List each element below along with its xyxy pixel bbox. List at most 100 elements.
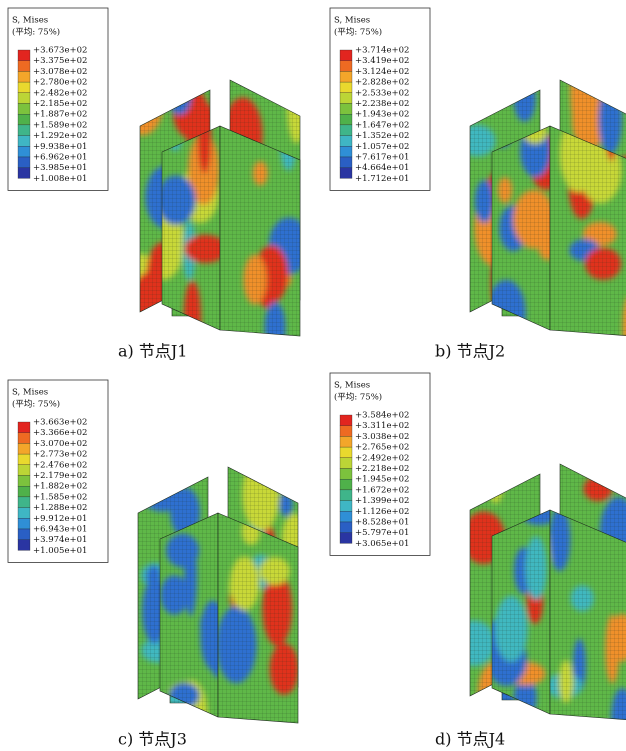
mesh — [550, 126, 626, 336]
caption: a) 节点J1 — [118, 342, 187, 361]
legend-swatch — [17, 443, 31, 455]
legend-swatch — [17, 486, 31, 498]
legend-label: +4.664e+01 — [355, 163, 409, 173]
legend-swatch — [339, 511, 353, 523]
legend-swatch — [339, 457, 353, 469]
face-edge — [217, 512, 299, 724]
legend-label: +3.663e+02 — [33, 418, 87, 428]
legend-label: +3.714e+02 — [355, 46, 409, 56]
legend-label: +6.943e+01 — [33, 525, 87, 535]
face — [550, 126, 626, 336]
legend-swatch — [17, 49, 31, 61]
panel: S, Mises(平均: 75%)+3.584e+02+3.311e+02+3.… — [329, 372, 626, 749]
legend-label: +3.038e+02 — [355, 432, 409, 442]
mesh — [162, 126, 220, 330]
panel: S, Mises(平均: 75%) +3.714e+02+3.419e+02+3.… — [329, 7, 626, 361]
legend-label: +1.945e+02 — [355, 475, 409, 485]
legend-swatch — [17, 146, 31, 158]
legend-label: +1.647e+02 — [355, 120, 409, 130]
legend-label: +2.780e+02 — [33, 78, 87, 88]
legend-swatch — [17, 539, 31, 551]
legend-swatch — [339, 124, 353, 136]
legend-label: +1.005e+01 — [33, 546, 87, 556]
legend-swatch — [17, 71, 31, 83]
legend-swatch — [17, 156, 31, 168]
legend-swatch — [339, 146, 353, 158]
legend-label: +1.887e+02 — [33, 110, 87, 120]
legend-label: +2.476e+02 — [33, 460, 87, 470]
face — [220, 126, 300, 336]
contour-plot — [469, 463, 626, 721]
legend-title: S, Mises — [12, 388, 48, 398]
legend-swatch — [339, 489, 353, 501]
legend-label: +1.126e+02 — [355, 507, 409, 517]
mesh — [492, 510, 550, 714]
legend-label: +1.672e+02 — [355, 485, 409, 495]
face-edge — [219, 125, 301, 337]
legend-swatch — [17, 507, 31, 519]
mesh — [550, 510, 626, 720]
legend-label: +3.974e+01 — [33, 535, 87, 545]
legend-label: +3.584e+02 — [355, 411, 409, 421]
face — [160, 513, 218, 717]
legend-label: +2.533e+02 — [355, 88, 409, 98]
legend-swatch — [17, 114, 31, 126]
legend-label: +1.585e+02 — [33, 492, 87, 502]
legend-swatch — [339, 114, 353, 126]
legend-label: +1.352e+02 — [355, 131, 409, 141]
face — [492, 126, 550, 330]
legend-swatch — [17, 432, 31, 444]
legend-label: +9.912e+01 — [33, 514, 87, 524]
legend-label: +2.828e+02 — [355, 78, 409, 88]
legend-label: +2.765e+02 — [355, 443, 409, 453]
legend-swatch — [17, 135, 31, 147]
face — [550, 510, 626, 720]
legend-label: +3.419e+02 — [355, 56, 409, 66]
legend-swatch — [17, 475, 31, 487]
legend-swatch — [17, 518, 31, 530]
legend-label: +3.375e+02 — [33, 56, 87, 66]
caption: c) 节点J3 — [118, 730, 187, 749]
legend-label: +1.292e+02 — [33, 131, 87, 141]
legend-swatch — [339, 156, 353, 168]
legend-swatch — [17, 528, 31, 540]
legend-swatch — [339, 92, 353, 104]
legend-swatch — [339, 521, 353, 533]
legend-label: +1.399e+02 — [355, 496, 409, 506]
face-edge — [549, 509, 626, 721]
legend-swatch — [339, 60, 353, 72]
legend-subtitle: (平均: 75%) — [12, 27, 60, 38]
caption: b) 节点J2 — [435, 342, 505, 361]
legend-label: +9.938e+01 — [33, 142, 87, 152]
legend-swatch — [17, 464, 31, 476]
legend-label: +2.179e+02 — [33, 471, 87, 481]
legend-label: +3.065e+01 — [355, 539, 409, 549]
mesh — [492, 126, 550, 330]
legend-label: +3.985e+01 — [33, 163, 87, 173]
legend-swatch — [339, 135, 353, 147]
face — [492, 510, 550, 714]
legend-label: +1.288e+02 — [33, 503, 87, 513]
mesh — [218, 513, 298, 723]
legend-swatch — [17, 453, 31, 465]
legend-label: +3.673e+02 — [33, 46, 87, 56]
panel: S, Mises(平均: 75%)+3.663e+02+3.366e+02+3.… — [7, 379, 299, 749]
legend-label: +3.366e+02 — [33, 428, 87, 438]
legend-label: +1.057e+02 — [355, 142, 409, 152]
legend-label: +3.078e+02 — [33, 67, 87, 77]
legend-label: +8.528e+01 — [355, 518, 409, 528]
legend-swatch — [17, 124, 31, 136]
legend-label: +2.185e+02 — [33, 99, 87, 109]
legend-swatch — [17, 496, 31, 508]
legend-swatch — [339, 414, 353, 426]
mesh — [160, 513, 218, 717]
legend-label: +2.238e+02 — [355, 99, 409, 109]
legend-label: +2.218e+02 — [355, 464, 409, 474]
legend-label: +1.943e+02 — [355, 110, 409, 120]
legend-swatch — [339, 500, 353, 512]
legend-label: +5.797e+01 — [355, 528, 409, 538]
legend-subtitle: (平均: 75%) — [334, 27, 382, 38]
panel: S, Mises(平均: 75%)+3.673e+02+3.375e+02+3.… — [7, 7, 301, 361]
legend-label: +3.311e+02 — [355, 421, 409, 431]
